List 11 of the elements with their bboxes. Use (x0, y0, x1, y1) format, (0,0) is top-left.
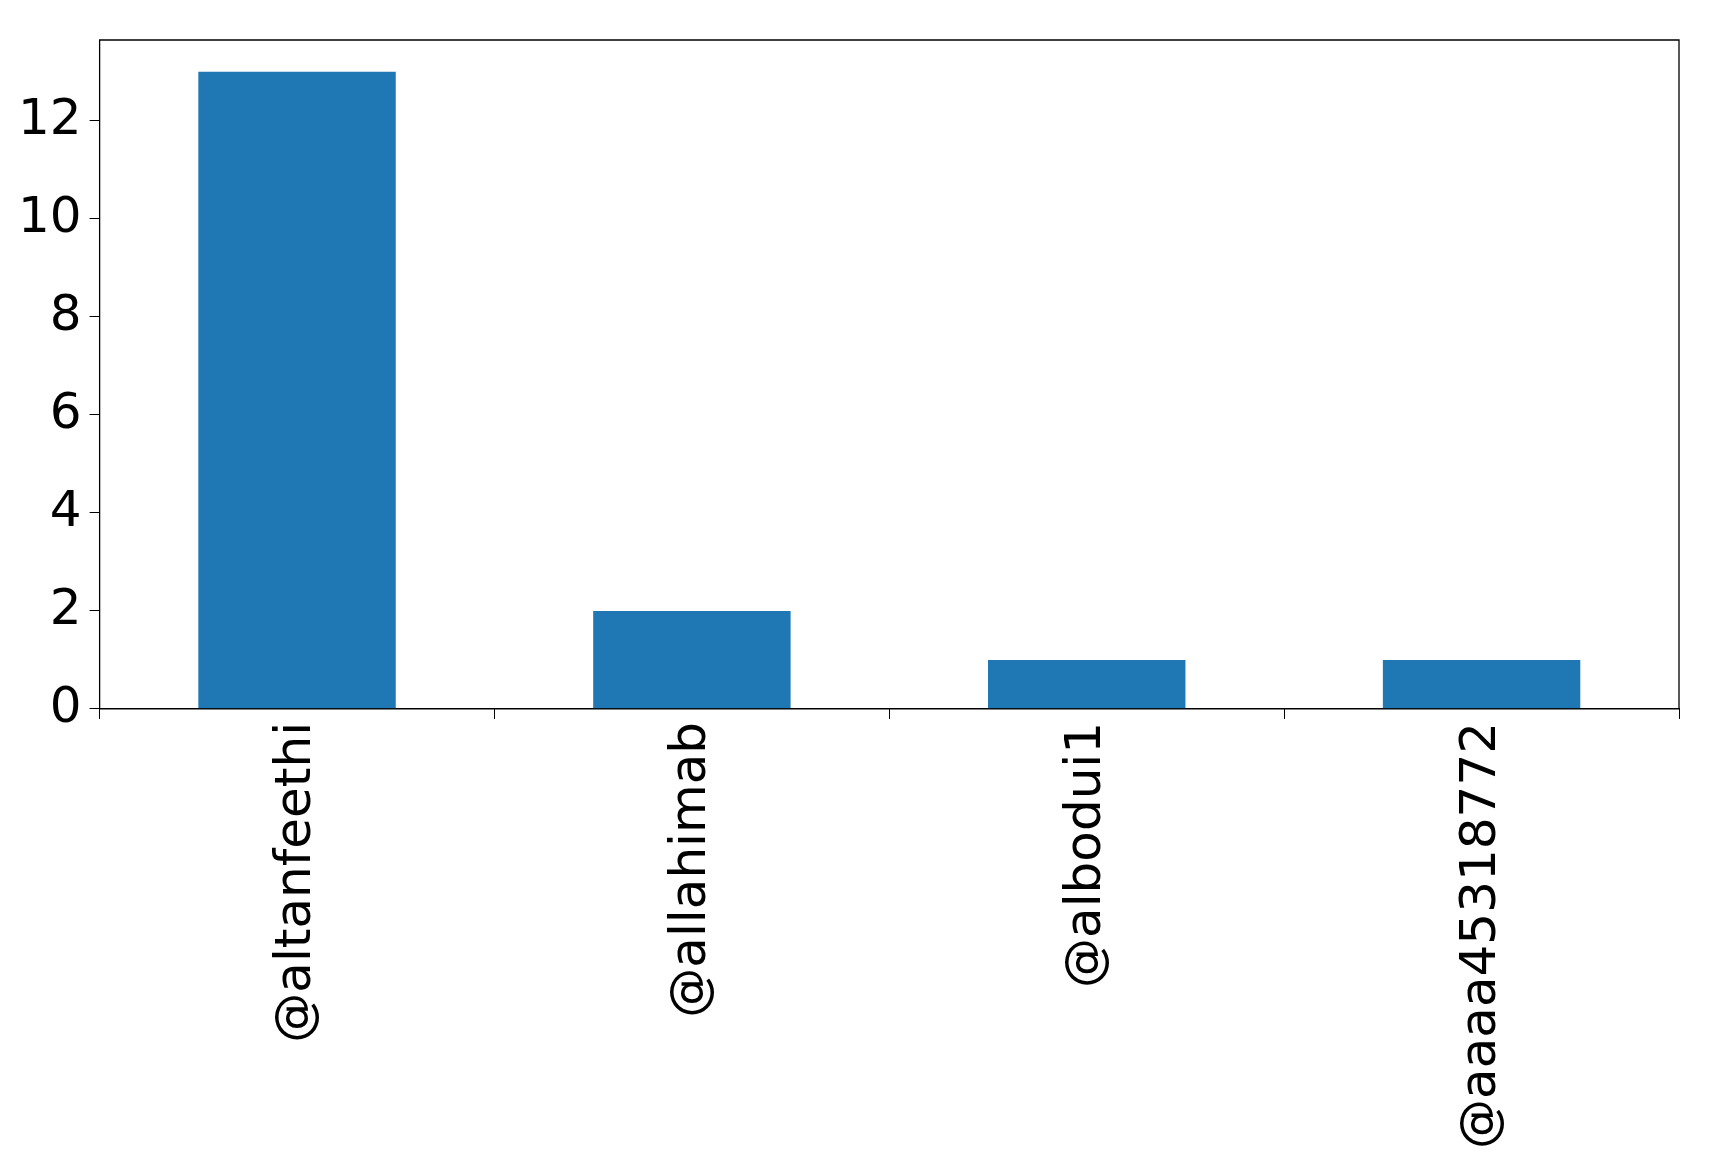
y-tick-label: 4 (49, 479, 82, 538)
x-tick-label: @altanfeethi (264, 721, 323, 1043)
x-tick-label: @aaaa45318772 (1448, 721, 1507, 1150)
y-tick-label: 10 (18, 185, 82, 244)
x-tick-label: @allahimab (658, 721, 717, 1018)
y-tick-label: 0 (49, 675, 82, 734)
y-tick-label: 12 (18, 87, 82, 146)
y-tick-label: 6 (49, 381, 82, 440)
x-tick-label: @albodui1 (1053, 721, 1112, 988)
y-tick-label: 2 (49, 577, 82, 636)
y-tick-label: 8 (49, 283, 82, 342)
